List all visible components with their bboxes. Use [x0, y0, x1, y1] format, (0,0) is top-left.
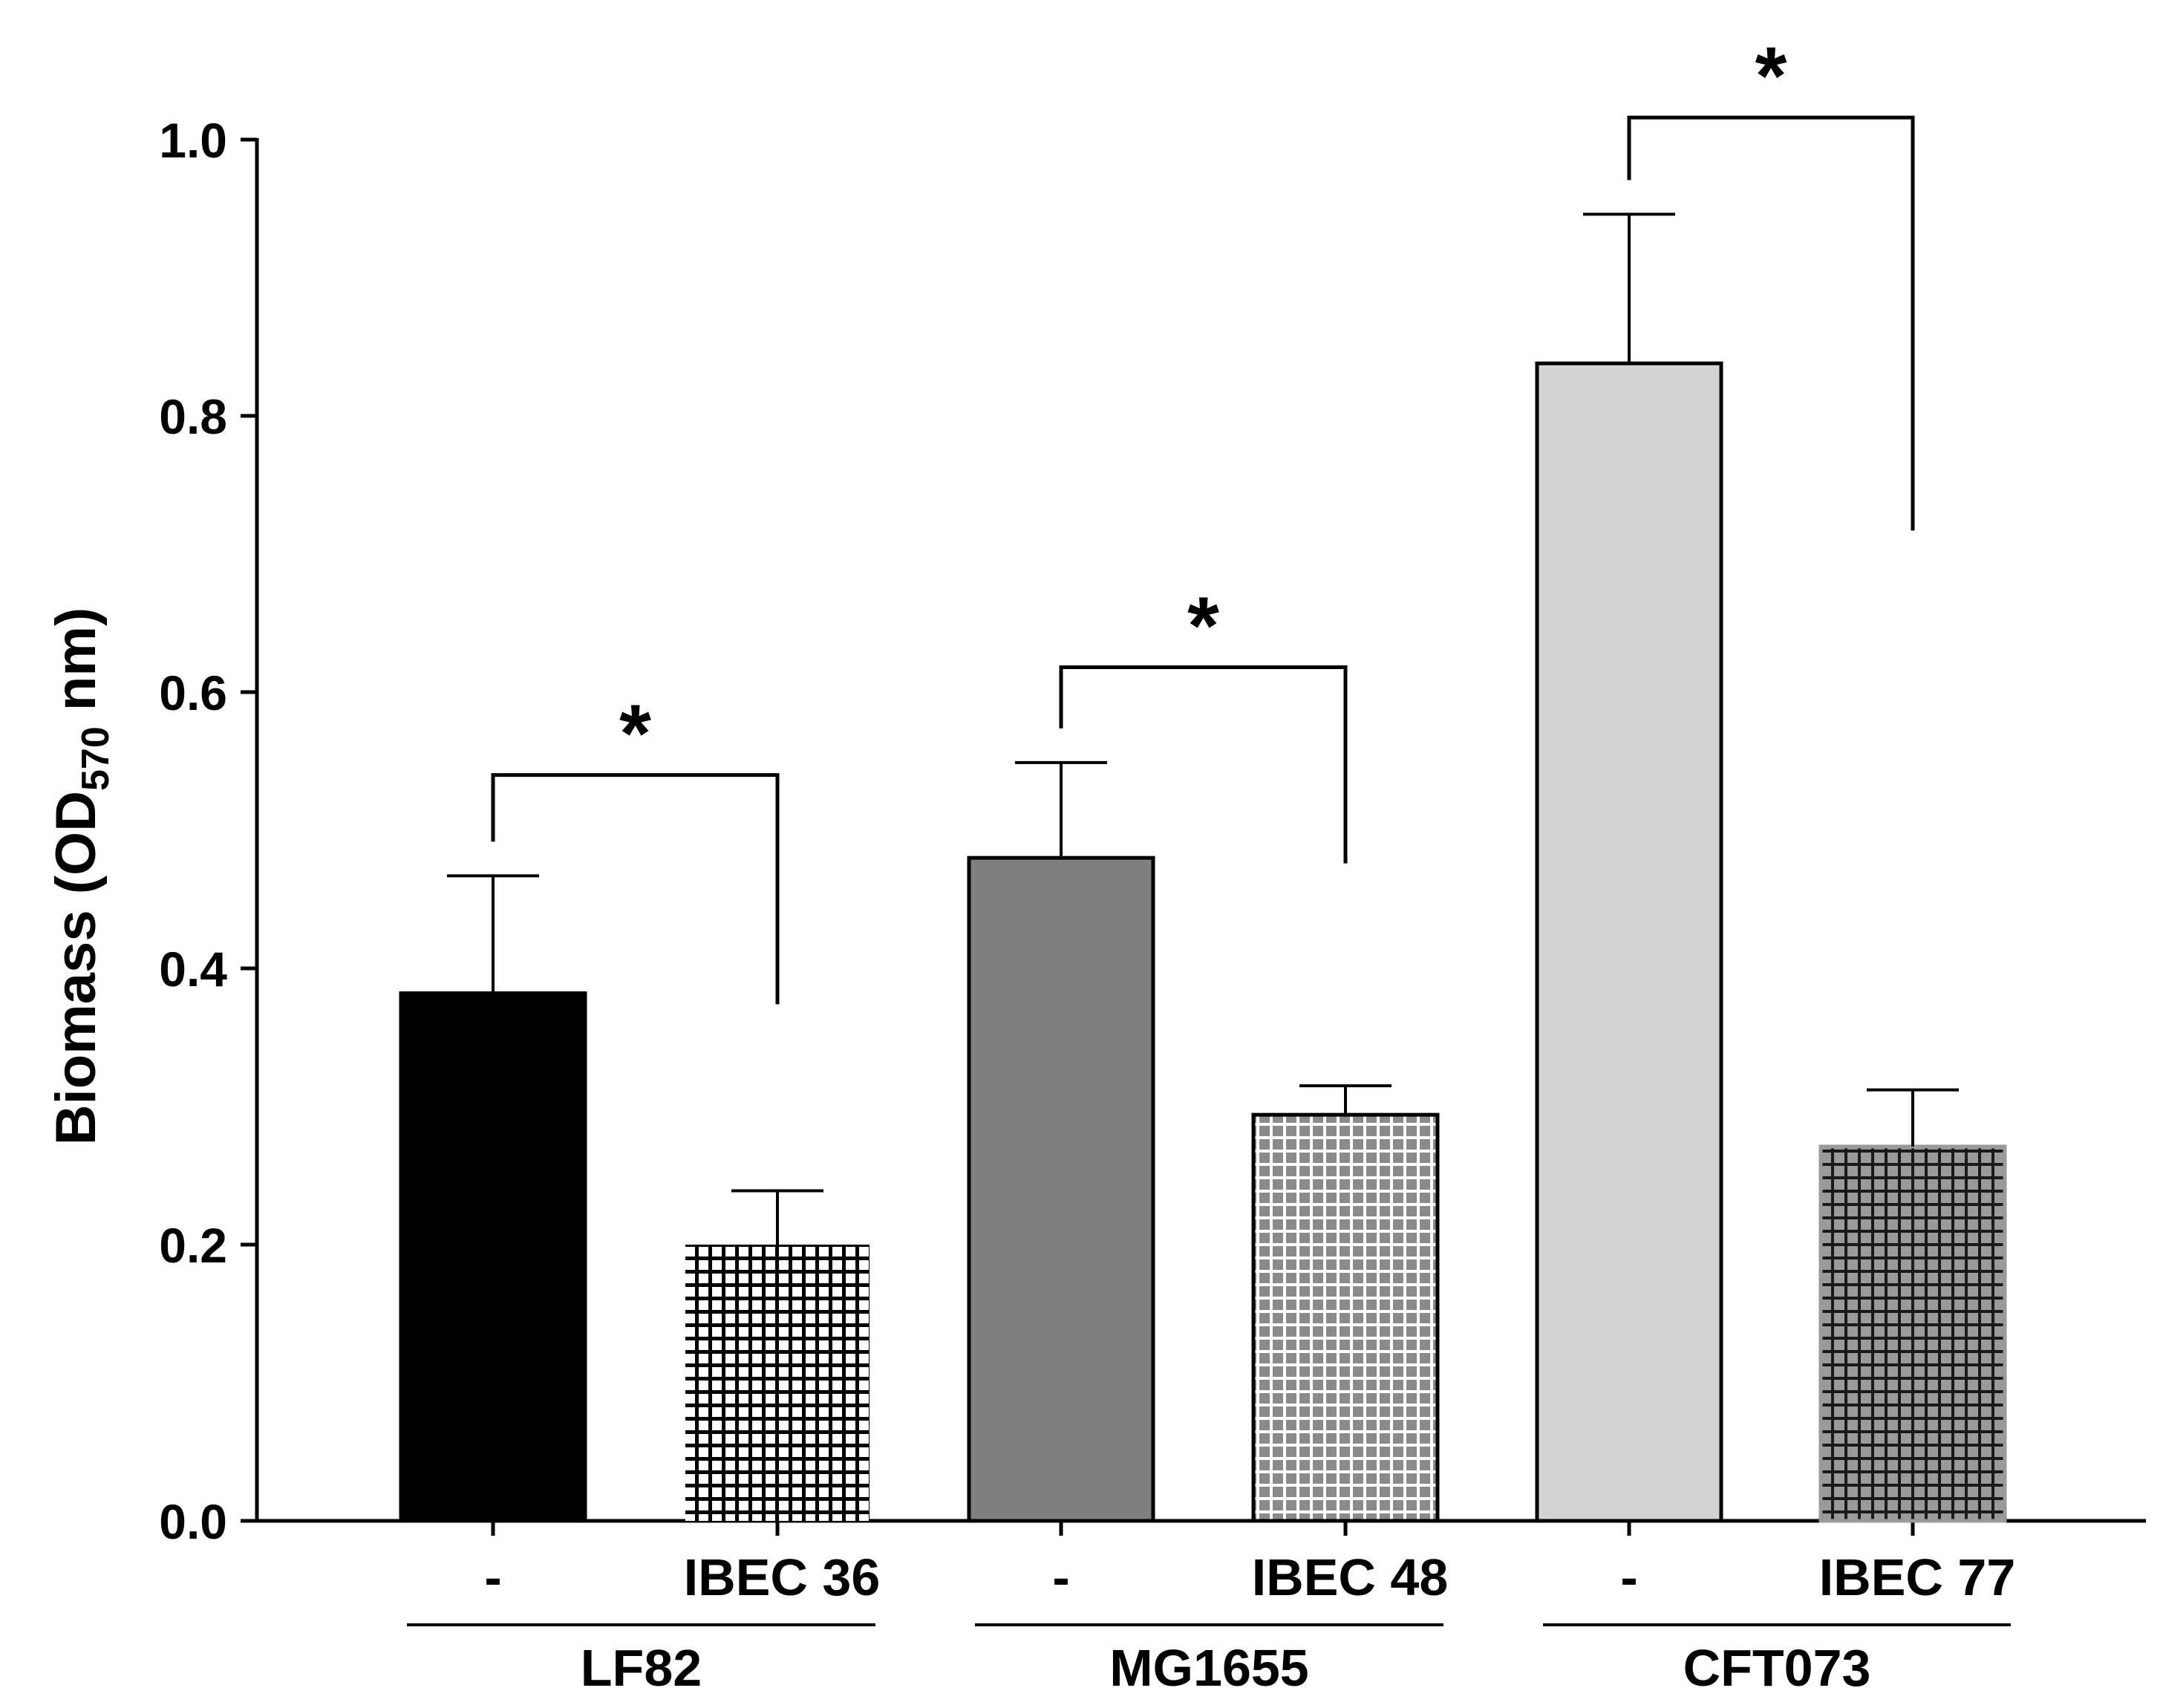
y-axis-title-subscript: 570	[74, 726, 117, 791]
bars: * * *	[399, 30, 2007, 1523]
bar	[967, 855, 1155, 1523]
y-tick-label: 0.6	[159, 665, 227, 720]
significance-bracket	[491, 773, 780, 1005]
significance-bracket	[1627, 115, 1915, 531]
y-tick-label: 0.8	[159, 389, 227, 444]
bar	[1535, 361, 1723, 1523]
bar-label: IBEC 48	[1252, 1548, 1449, 1606]
y-axis-title-main: Biomass (OD	[45, 791, 108, 1145]
group-label: MG1655	[1109, 1639, 1308, 1697]
bar-label: -	[1620, 1548, 1637, 1606]
group-label: CFT073	[1683, 1639, 1871, 1697]
y-tick-label: 1.0	[159, 113, 227, 168]
bar-label: IBEC 77	[1819, 1548, 2016, 1606]
y-tick-label: 0.2	[159, 1218, 227, 1273]
bar	[399, 991, 587, 1523]
significance-marker: *	[619, 688, 651, 780]
bar-label: IBEC 36	[684, 1548, 881, 1606]
y-tick-label: 0.4	[159, 942, 227, 997]
bar-label: -	[484, 1548, 501, 1606]
group-label: LF82	[581, 1639, 702, 1697]
significance-marker: *	[1755, 30, 1787, 122]
bar	[1251, 1112, 1440, 1523]
y-axis-title-tail: nm)	[45, 607, 108, 726]
bar	[685, 1245, 870, 1521]
significance-bracket	[1059, 665, 1348, 864]
bar	[1818, 1144, 2007, 1523]
y-axis-title: Biomass (OD570 nm)	[45, 607, 117, 1145]
y-tick-label: 0.0	[159, 1494, 227, 1549]
bar-label: -	[1052, 1548, 1069, 1606]
significance-marker: *	[1187, 581, 1219, 672]
